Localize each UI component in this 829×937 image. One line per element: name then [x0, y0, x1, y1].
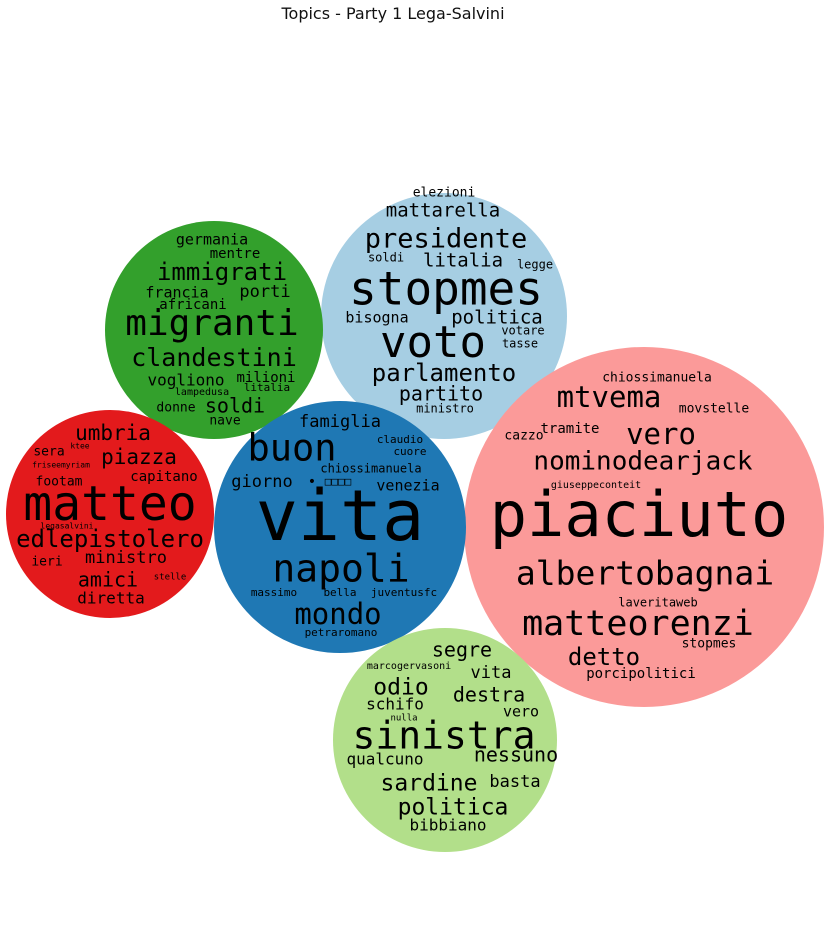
topic-word: tramite [540, 421, 599, 437]
chart-title: Topics - Party 1 Lega-Salvini [280, 4, 504, 23]
topic-word: sardine [381, 771, 478, 797]
topic-bubble [6, 410, 214, 618]
topic-word: diretta [77, 589, 144, 608]
topic-word: elezioni [413, 186, 476, 201]
topic-word: vita [256, 475, 425, 557]
topic-word: litalia [423, 250, 503, 272]
topic-word: venezia [376, 477, 439, 495]
topic-word: matteorenzi [522, 604, 754, 644]
topic-word: porti [239, 282, 290, 302]
topic-word: mtvema [557, 380, 662, 414]
topic-word: vita [471, 663, 512, 683]
topic-word: bisogna [345, 309, 408, 327]
topic-word: politica [451, 307, 543, 329]
topic-bubble [321, 193, 567, 439]
topic-word: famiglia [299, 412, 381, 432]
topic-word: ministro [416, 402, 474, 416]
topic-word: africani [159, 297, 226, 313]
topic-word: politica [398, 795, 509, 821]
topic-word: mondo [294, 597, 381, 631]
topic-word: migranti [125, 303, 298, 344]
topic-word: petraromano [305, 626, 378, 639]
topic-word: chiossimanuela [602, 371, 712, 386]
topic-word: bibbiano [409, 816, 486, 835]
topic-word: litalia [244, 381, 290, 394]
topic-word: giuseppeconteit [551, 480, 641, 491]
topic-bubble [105, 221, 323, 439]
topic-word: □□□□ [325, 475, 352, 488]
topic-word: ministro [85, 548, 167, 568]
topic-word: umbria [75, 421, 151, 445]
topic-bubble [464, 347, 824, 707]
topic-word: vero [626, 417, 696, 451]
topic-word: stopmes [682, 637, 737, 652]
topic-word: legasalvini [41, 522, 94, 531]
topic-word: soldi [205, 394, 265, 418]
topic-word: mattarella [386, 200, 500, 222]
topic-word: juventusfc [371, 586, 437, 599]
topic-word: basta [489, 772, 540, 792]
topic-word: friseemyriam [32, 461, 90, 470]
topic-word: stopmes [349, 262, 543, 316]
topic-word: vero [503, 703, 539, 721]
topic-word: parlamento [372, 359, 517, 387]
topic-word: francia [145, 284, 208, 302]
topic-word: votare [501, 324, 544, 338]
topic-word: • [308, 474, 316, 490]
topic-word: piazza [101, 445, 177, 469]
topic-word: immigrati [157, 258, 287, 286]
topic-word: schifo [366, 695, 424, 714]
topic-word: movstelle [679, 402, 750, 417]
topic-word: cuore [393, 445, 426, 458]
topic-word: detto [568, 643, 640, 671]
topic-word: laveritaweb [618, 596, 697, 610]
topic-word: bella [323, 586, 356, 599]
topic-word: ieri [31, 555, 62, 570]
topic-word: germania [176, 231, 248, 249]
topic-word: presidente [365, 224, 528, 255]
topic-word: mentre [210, 246, 261, 262]
topic-word: nessuno [474, 743, 558, 767]
topic-word: soldi [368, 251, 404, 265]
topic-word: porcipolitici [586, 666, 696, 682]
topic-word: giorno [231, 472, 292, 492]
topic-word: qualcuno [346, 750, 423, 769]
topic-word: piaciuto [490, 478, 789, 551]
topic-word: voto [380, 317, 486, 368]
topic-bubble [333, 628, 557, 852]
topic-word: massimo [251, 586, 297, 599]
topic-word: milioni [236, 370, 295, 386]
topic-word: destra [453, 683, 525, 707]
topic-word: edlepistolero [16, 525, 204, 553]
topic-bubble [214, 401, 466, 653]
topic-word: stelle [154, 573, 187, 583]
topic-word: buon [247, 427, 336, 470]
topic-word: claudio [377, 433, 423, 446]
topic-word: sinistra [352, 714, 535, 758]
topic-word: donne [156, 401, 195, 416]
topic-word: nulla [390, 714, 417, 724]
topic-word: cazzo [504, 429, 543, 444]
topic-word: segre [432, 638, 492, 662]
topic-word: capitano [130, 469, 197, 485]
topic-word: amici [78, 568, 138, 592]
topic-word: marcogervasoni [367, 661, 451, 672]
topic-word: lampedusa [175, 387, 229, 398]
topic-word: tasse [502, 337, 538, 351]
topic-word: odio [373, 675, 428, 701]
topic-word: legge [517, 258, 553, 272]
topic-word: nave [209, 414, 240, 429]
topic-word: albertobagnai [516, 554, 774, 593]
topic-word: sera [33, 445, 64, 460]
topic-word: chiossimanuela [320, 462, 421, 476]
topic-word: matteo [23, 476, 196, 532]
topic-word: nominodearjack [533, 447, 752, 477]
topic-word: partito [399, 382, 483, 406]
topic-word: clandestini [131, 343, 297, 372]
topic-word: napoli [272, 547, 409, 591]
topic-word: ktee [70, 442, 89, 451]
topic-word: vogliono [147, 371, 224, 390]
topic-word: footam [36, 475, 83, 490]
